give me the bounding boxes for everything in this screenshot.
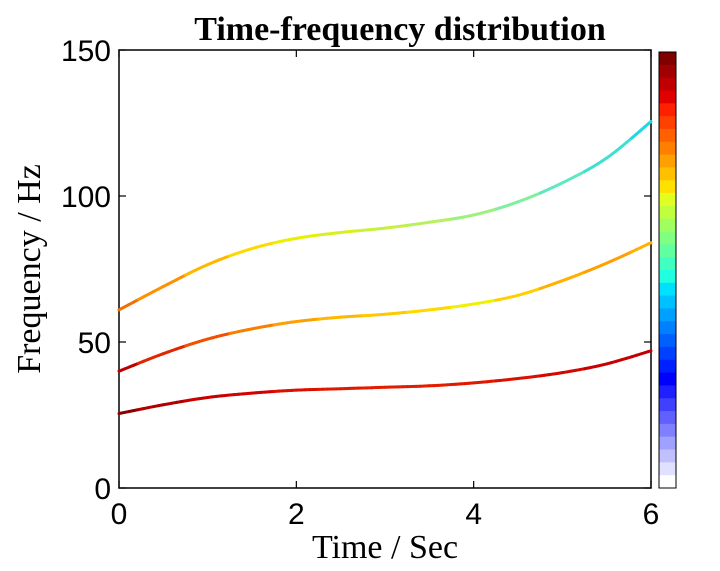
colorbar-swatch (659, 154, 676, 169)
colorbar-swatch (659, 462, 676, 476)
colorbar-swatch (659, 180, 676, 194)
colorbar-swatch (659, 449, 676, 463)
y-tick-label: 0 (94, 473, 111, 506)
plot-area (118, 49, 652, 489)
colorbar-swatch (659, 128, 676, 143)
series-segment (646, 241, 653, 246)
colorbar-swatch (659, 257, 676, 271)
y-tick-label: 150 (61, 35, 111, 68)
x-tick-label: 0 (111, 498, 128, 531)
colorbar-swatch (659, 270, 676, 284)
y-axis-label: Frequency / Hz (11, 164, 48, 374)
colorbar-swatch (659, 167, 676, 181)
colorbar-swatch (659, 218, 676, 233)
series-segment (646, 349, 653, 354)
plot-frame (118, 49, 652, 489)
colorbar-swatch (659, 282, 676, 297)
colorbar-swatch (659, 193, 676, 207)
colorbar-swatch (659, 141, 676, 156)
x-axis-label: Time / Sec (312, 529, 458, 566)
colorbar-swatch (659, 231, 676, 245)
x-tick-label: 2 (288, 498, 305, 531)
series-line-1 (117, 349, 653, 416)
colorbar-swatch (659, 436, 676, 451)
x-axis-ticks: 0 2 4 6 (111, 50, 660, 531)
colorbar-swatch (659, 321, 676, 335)
x-tick-label: 6 (643, 498, 660, 531)
y-tick-label: 100 (61, 181, 111, 214)
colorbar-swatch (659, 295, 676, 310)
series-line-3 (117, 120, 653, 312)
colorbar-swatch (659, 308, 676, 322)
colorbar (658, 51, 677, 489)
colorbar-swatch (659, 346, 676, 361)
colorbar-swatch (659, 77, 676, 92)
colorbar-swatch (659, 475, 676, 489)
x-tick-label: 4 (465, 498, 482, 531)
colorbar-swatch (659, 244, 676, 258)
colorbar-swatch (659, 423, 676, 438)
y-tick-label: 50 (78, 327, 111, 360)
series-segment (646, 120, 653, 126)
series-line-2 (117, 241, 653, 373)
colorbar-swatch (659, 116, 676, 130)
colorbar-swatch (659, 334, 676, 348)
colorbar-swatch (659, 411, 676, 425)
colorbar-swatch (659, 64, 676, 79)
colorbar-swatch (659, 398, 676, 412)
colorbar-frame (658, 51, 677, 489)
colorbar-swatch (659, 90, 676, 104)
colorbar-swatch (659, 372, 676, 387)
colorbar-swatch (659, 52, 676, 66)
colorbar-swatch (659, 359, 676, 374)
colorbar-swatch (659, 103, 676, 117)
colorbar-swatch (659, 385, 676, 399)
y-axis-ticks: 0 50 100 150 (61, 35, 651, 506)
colorbar-swatch (659, 205, 676, 220)
chart-title: Time-frequency distribution (194, 11, 606, 48)
series-group (117, 120, 653, 416)
